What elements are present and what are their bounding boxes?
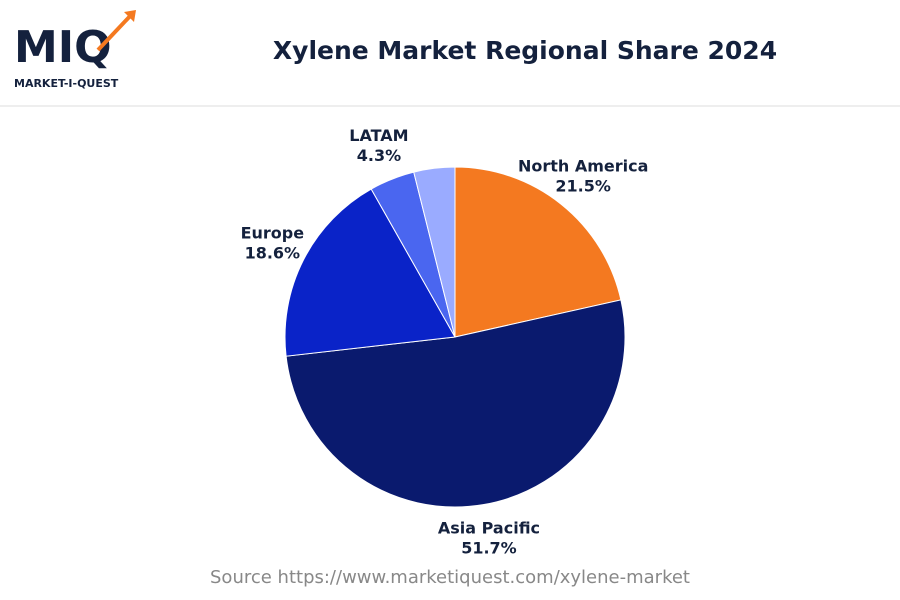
slice-value-label: 4.3% (357, 146, 401, 165)
pie-slice (284, 188, 456, 357)
logo-name: MARKET-I-QUEST (14, 77, 119, 90)
chart-title: Xylene Market Regional Share 2024 (273, 36, 777, 65)
slice-label: Europe (241, 223, 305, 242)
logo-mark: MIQ (14, 22, 112, 73)
slice-value-label: 18.6% (245, 243, 301, 262)
pie-slice (454, 166, 622, 338)
logo-arrow (96, 12, 134, 52)
slice-label: LATAM (349, 126, 408, 145)
slice-value-label: 21.5% (555, 177, 611, 196)
slice-label: Asia Pacific (438, 519, 540, 538)
logo: MIQ MARKET-I-QUEST (14, 10, 136, 90)
pie-slice (285, 299, 626, 508)
pie-slice (413, 166, 456, 338)
source: Source https://www.marketiquest.com/xyle… (210, 567, 690, 588)
logo-arrowhead (124, 10, 136, 22)
slice-value-label: 51.7% (461, 539, 517, 558)
slice-label: North America (518, 157, 648, 176)
